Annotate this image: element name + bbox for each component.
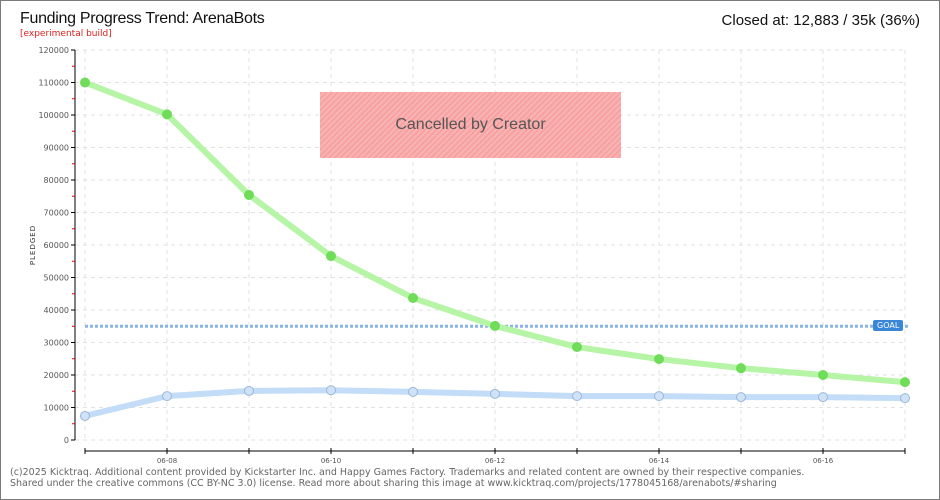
series-2-point [244,385,254,396]
goal-label: GOAL [873,320,904,331]
footer: (c)2025 Kicktraq. Additional content pro… [10,467,804,489]
y-tick-label: 40000 [44,306,69,315]
series-2-point [326,385,336,396]
x-tick-label: 06-14 [649,457,670,465]
series-2-point [900,393,910,404]
series-2-point [490,388,500,399]
series-2-point [572,391,582,402]
closed-status: Closed at: 12,883 / 35k (36%) [721,12,920,29]
footer-license: Shared under the creative commons (CC BY… [10,478,777,489]
series-1-point [244,189,254,200]
y-tick-label: 30000 [44,339,69,348]
series-2-point [818,392,828,403]
series-1-point [490,320,500,331]
cancelled-banner: Cancelled by Creator [320,92,621,158]
series-1-point [408,292,418,303]
y-tick-label: 20000 [44,371,69,380]
page-title: Funding Progress Trend: ArenaBots [20,10,265,27]
y-tick-label: 10000 [44,404,69,413]
y-tick-label: 70000 [44,209,69,218]
y-tick-label: 90000 [44,144,69,153]
series-1-point [572,342,582,353]
y-tick-label: 100000 [38,111,69,120]
series-1-point [900,377,910,388]
y-tick-label: 0 [64,436,69,445]
build-subtitle: [experimental build] [20,29,112,39]
series-2-point [408,386,418,397]
series-2-point [654,391,664,402]
series-1-point [654,354,664,365]
x-tick-label: 06-10 [321,457,341,465]
series-1-point [326,251,336,262]
y-tick-label: 110000 [38,79,69,88]
series-1-point [80,77,90,88]
y-tick-label: 80000 [44,176,69,185]
y-axis-label: PLEDGED [29,225,37,265]
series-2-point [162,391,172,402]
y-tick-label: 60000 [44,241,69,250]
series-1-point [736,363,746,374]
x-tick-label: 06-12 [485,457,505,465]
y-tick-label: 50000 [44,274,69,283]
series-2-point [80,410,90,421]
footer-copyright: (c)2025 Kicktraq. Additional content pro… [10,467,805,478]
series-2-point [736,392,746,403]
y-tick-label: 120000 [38,46,69,55]
series-1-point [162,109,172,120]
x-tick-label: 06-16 [813,457,834,465]
x-tick-label: 06-08 [157,457,177,465]
series-1-point [818,370,828,380]
